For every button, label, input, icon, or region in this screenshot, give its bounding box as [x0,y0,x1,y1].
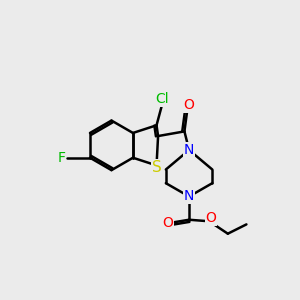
Text: Cl: Cl [156,92,170,106]
Text: O: O [205,211,216,225]
Text: F: F [57,151,65,165]
Text: S: S [152,160,161,175]
Text: N: N [184,143,194,157]
Text: O: O [162,216,173,230]
Text: N: N [184,190,194,203]
Text: O: O [184,98,194,112]
